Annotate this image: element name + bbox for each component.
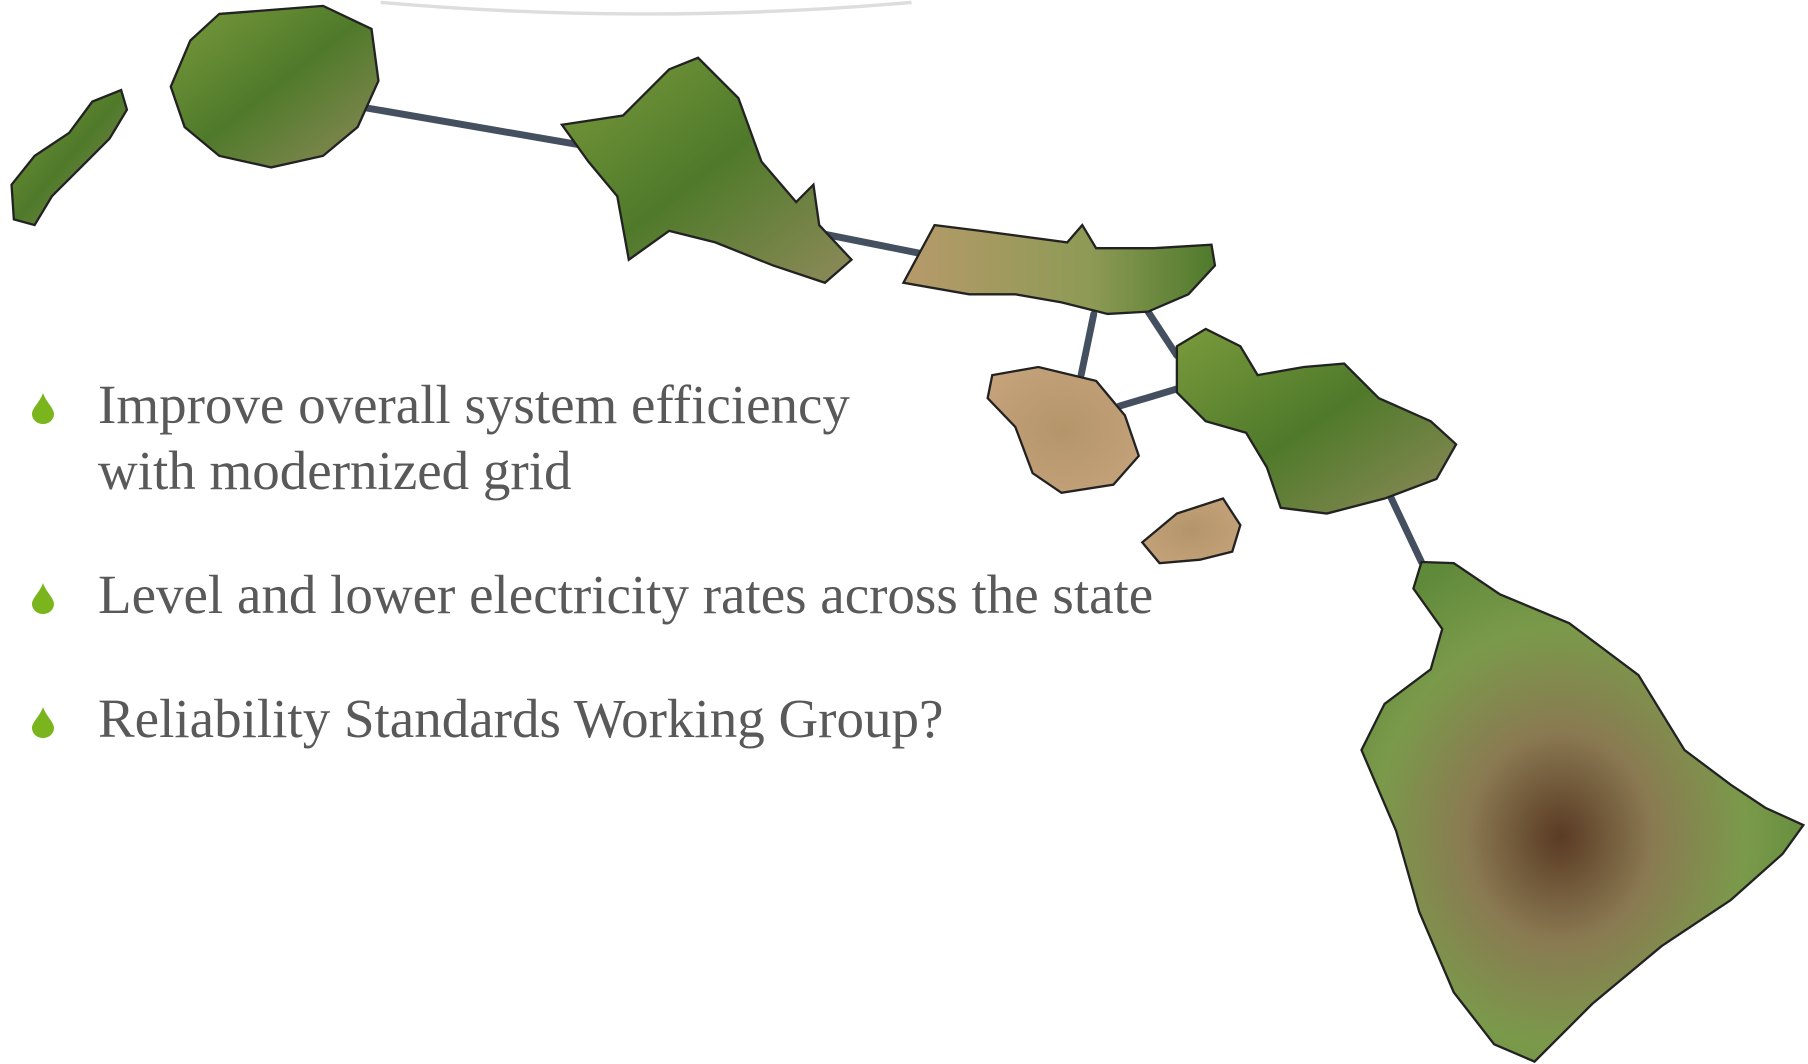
bullet-item: Level and lower electricity rates across… bbox=[0, 562, 1153, 628]
bullet-item: Reliability Standards Working Group? bbox=[0, 686, 1153, 752]
bullet-icon bbox=[30, 582, 56, 614]
hawaii bbox=[1361, 562, 1803, 1062]
kauai bbox=[171, 6, 379, 168]
bullet-text: Reliability Standards Working Group? bbox=[98, 688, 943, 749]
bullet-text: Improve overall system efficiency with m… bbox=[98, 374, 850, 501]
cable bbox=[363, 107, 576, 144]
bullet-text: Level and lower electricity rates across… bbox=[98, 564, 1153, 625]
bullet-icon bbox=[30, 706, 56, 738]
maui bbox=[1177, 329, 1456, 514]
bullet-item: Improve overall system efficiency with m… bbox=[0, 372, 958, 504]
slide: Improve overall system efficiency with m… bbox=[0, 0, 1808, 1064]
oahu bbox=[562, 58, 852, 283]
bullet-list: Improve overall system efficiency with m… bbox=[0, 372, 1153, 810]
bullet-icon bbox=[30, 392, 56, 424]
kahoolawe bbox=[1142, 499, 1240, 564]
cable bbox=[1148, 312, 1177, 356]
molokai bbox=[903, 225, 1215, 314]
cable bbox=[1390, 496, 1421, 562]
niihau bbox=[12, 90, 127, 225]
cable bbox=[1081, 314, 1094, 375]
arc bbox=[381, 2, 912, 14]
